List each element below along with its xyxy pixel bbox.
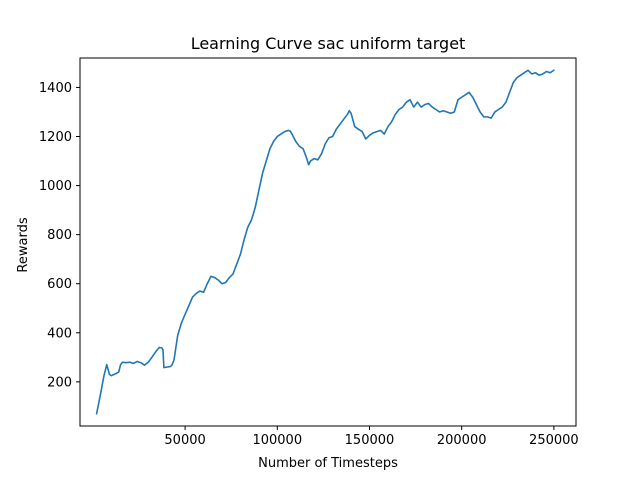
y-axis-title: Rewards (16, 217, 31, 272)
y-tick-label: 400 (47, 326, 72, 341)
x-tick-label: 50000 (164, 433, 205, 448)
axes-frame (79, 57, 577, 427)
x-tick-label: 100000 (252, 433, 302, 448)
x-axis-title: Number of Timesteps (258, 456, 398, 471)
series-line-0 (95, 69, 555, 415)
y-axis-ticks: 200 400 600 800 1000 1200 1400 (39, 81, 80, 390)
x-tick-label: 150000 (345, 433, 395, 448)
y-tick-label: 200 (47, 375, 72, 390)
y-tick-label: 800 (47, 228, 72, 243)
x-tick-label: 200000 (437, 433, 487, 448)
plot-area (95, 69, 555, 415)
y-tick-label: 1400 (39, 81, 72, 96)
y-tick-label: 600 (47, 277, 72, 292)
x-axis-ticks: 50000 100000 150000 200000 250000 (164, 426, 579, 448)
y-tick-label: 1200 (39, 130, 72, 145)
chart-title: Learning Curve sac uniform target (191, 34, 466, 53)
y-tick-label: 1000 (39, 179, 72, 194)
x-tick-label: 250000 (529, 433, 579, 448)
